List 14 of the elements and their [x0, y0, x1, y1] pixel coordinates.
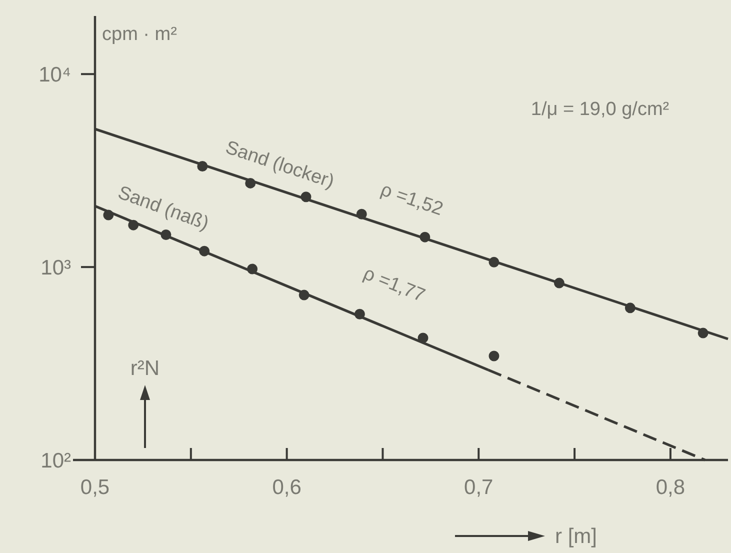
x-axis-title: r [m]: [555, 525, 597, 548]
y-axis-title: r²N: [130, 357, 160, 380]
annotation: ρ =1,52: [378, 179, 446, 220]
y-tick-label: 10²: [40, 449, 71, 472]
annotation: ρ =1,77: [360, 263, 428, 307]
y-tick-label: 10³: [40, 256, 71, 280]
annotation: 1/μ = 19,0 g/cm²: [530, 99, 670, 120]
x-tick-label: 0,8: [656, 476, 686, 499]
x-tick-label: 0,7: [464, 476, 494, 499]
y-tick-label: 10⁴: [38, 63, 71, 86]
x-tick-label: 0,6: [272, 476, 302, 499]
annotation: cpm · m²: [102, 24, 177, 45]
text: Sand (naß): [114, 182, 212, 235]
x-tick-label: 0,5: [80, 476, 110, 499]
